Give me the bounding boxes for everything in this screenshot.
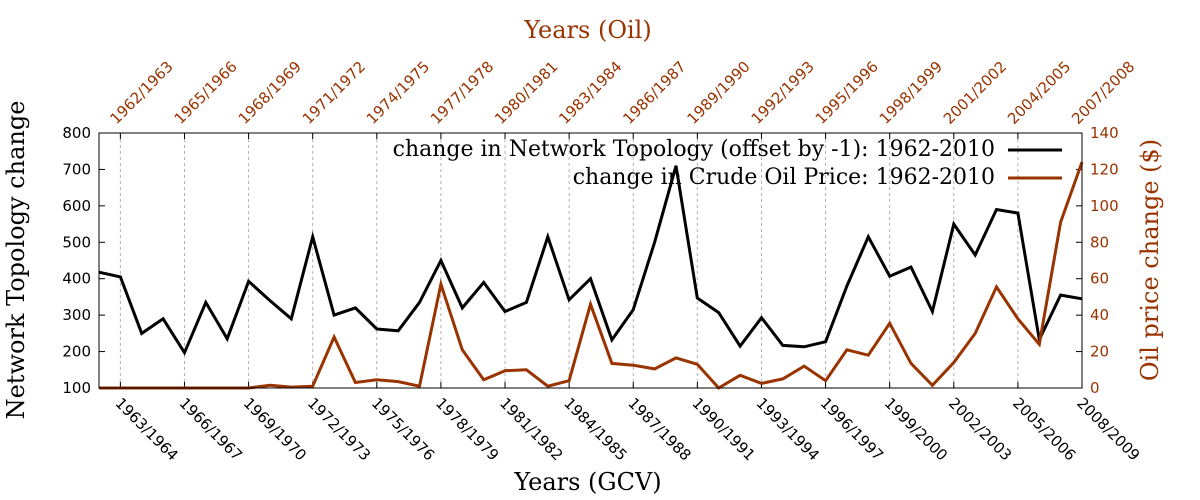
y-tick-label: 500 [62, 233, 91, 251]
y-tick-label: 400 [62, 270, 91, 288]
y-tick-label: 800 [62, 124, 91, 142]
x-tick-label: 1981/1982 [496, 394, 566, 464]
y-tick-label: 200 [62, 343, 91, 361]
x2-tick-label: 1974/1975 [363, 58, 433, 128]
legend-label-network: change in Network Topology (offset by -1… [393, 137, 995, 162]
series [98, 161, 1084, 390]
x2-tick-label: 1995/1996 [812, 58, 882, 128]
x-tick-label: 1987/1988 [624, 394, 694, 464]
x-tick-label: 1996/1997 [817, 394, 887, 464]
x-tick-label: 2005/2006 [1009, 394, 1079, 464]
right-y-axis-title: Oil price change ($) [1136, 139, 1164, 381]
plot-frame [98, 132, 1083, 389]
x2-tick-label: 1998/1999 [876, 58, 946, 128]
x2-tick-label: 1977/1978 [427, 58, 497, 128]
top-x-axis-title: Years (Oil) [523, 16, 651, 44]
ticks: 1963/19641966/19671969/19701972/19731975… [62, 58, 1143, 465]
x2-tick-label: 2007/2008 [1068, 58, 1138, 128]
x-tick-label: 2008/2009 [1073, 394, 1143, 464]
series-line-crude-oil-price [99, 161, 1084, 390]
x2-tick-label: 1962/1963 [106, 58, 176, 128]
y2-tick-label: 0 [1090, 379, 1100, 397]
x-tick-label: 1984/1985 [560, 394, 630, 464]
series-line-network-topology [98, 165, 1083, 356]
y-tick-label: 700 [62, 160, 91, 178]
y2-tick-label: 120 [1090, 160, 1119, 178]
x-tick-label: 1999/2000 [881, 394, 951, 464]
x2-tick-label: 1989/1990 [683, 58, 753, 128]
y-tick-label: 100 [62, 379, 91, 397]
y-tick-label: 300 [62, 306, 91, 324]
x2-tick-label: 1992/1993 [748, 58, 818, 128]
y2-tick-label: 60 [1090, 270, 1109, 288]
x2-tick-label: 2001/2002 [940, 58, 1010, 128]
x2-tick-label: 1983/1984 [555, 58, 625, 128]
y2-tick-label: 80 [1090, 233, 1109, 251]
left-y-axis-title: Network Topology change [2, 101, 30, 420]
x-tick-label: 1978/1979 [432, 394, 502, 464]
x2-tick-label: 1980/1981 [491, 58, 561, 128]
y2-tick-label: 100 [1090, 197, 1119, 215]
y2-tick-label: 140 [1090, 124, 1119, 142]
x-tick-label: 1972/1973 [304, 394, 374, 464]
x-tick-label: 1993/1994 [753, 394, 823, 464]
x-tick-label: 1966/1967 [176, 394, 246, 464]
x-tick-label: 1975/1976 [368, 394, 438, 464]
x2-tick-label: 1965/1966 [171, 58, 241, 128]
bottom-x-axis-title: Years (GCV) [513, 468, 661, 496]
y2-tick-label: 20 [1090, 343, 1109, 361]
legend-label-oil: change in Crude Oil Price: 1962-2010 [573, 165, 995, 190]
x-tick-label: 1969/1970 [240, 394, 310, 464]
x2-tick-label: 1986/1987 [619, 58, 689, 128]
x2-tick-label: 2004/2005 [1004, 58, 1074, 128]
x2-tick-label: 1971/1972 [299, 58, 369, 128]
x-tick-label: 2002/2003 [945, 394, 1015, 464]
x2-tick-label: 1968/1969 [235, 58, 305, 128]
x-tick-label: 1963/1964 [112, 394, 182, 464]
y-tick-label: 600 [62, 197, 91, 215]
legend: change in Network Topology (offset by -1… [393, 137, 1062, 190]
y2-tick-label: 40 [1090, 306, 1109, 324]
x-tick-label: 1990/1991 [689, 394, 759, 464]
